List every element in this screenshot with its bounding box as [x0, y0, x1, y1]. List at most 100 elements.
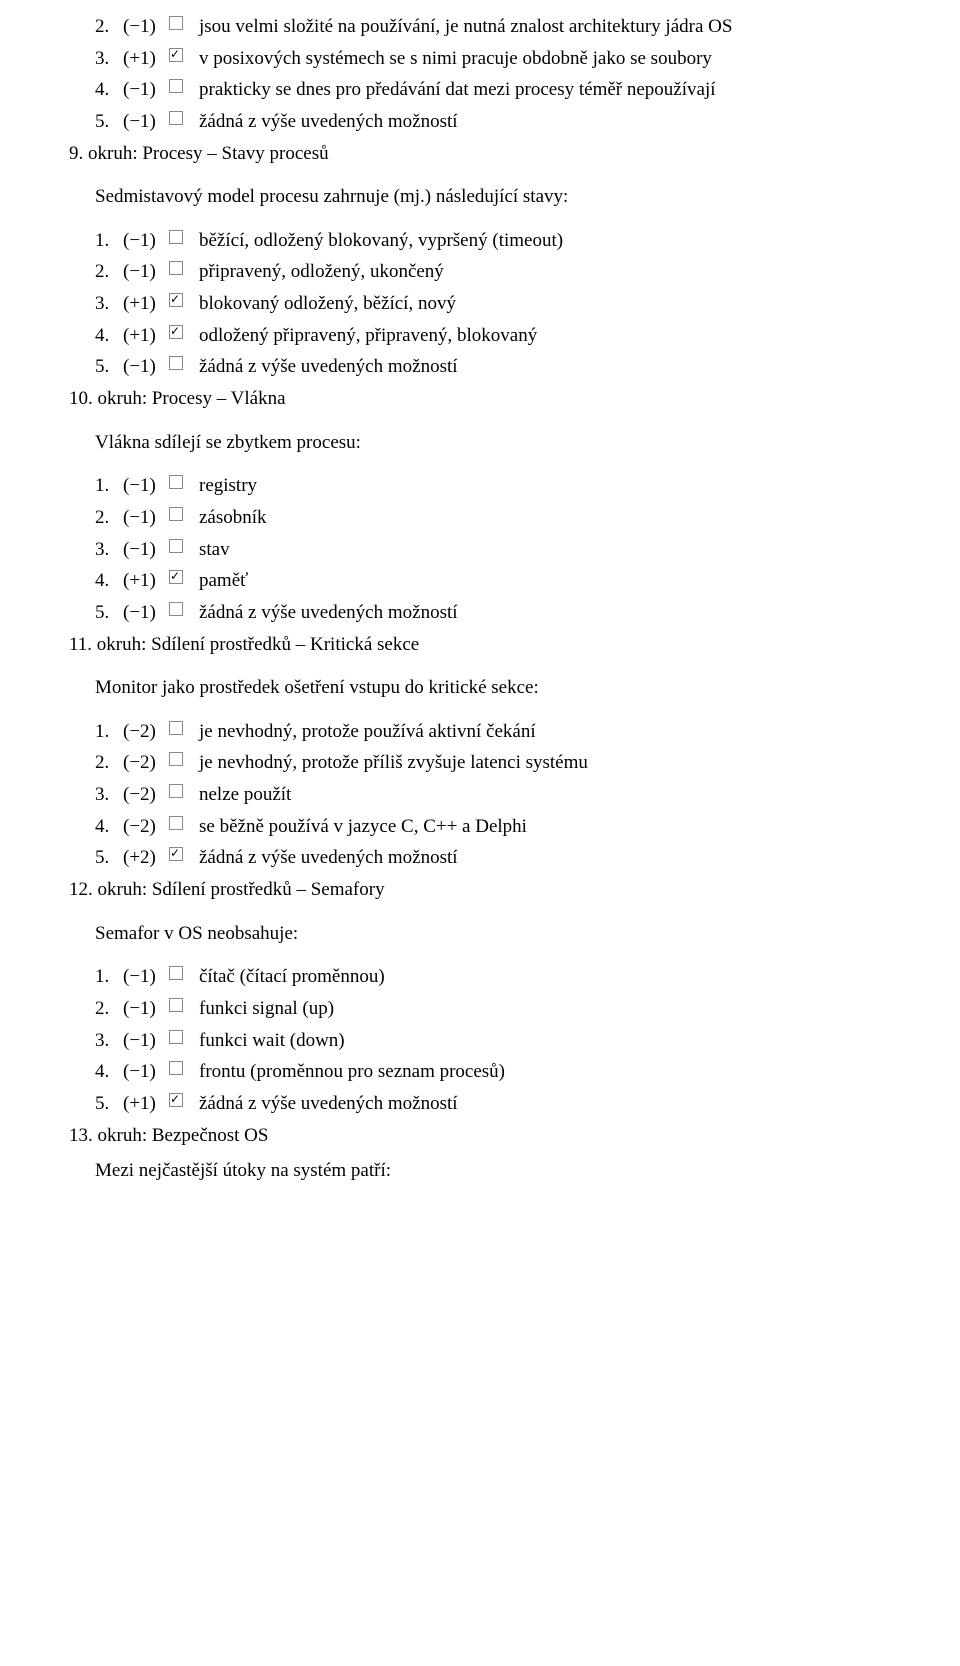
- option-label: žádná z výše uvedených možností: [199, 600, 905, 626]
- option-label: odložený připravený, připravený, blokova…: [199, 323, 905, 349]
- option-label: žádná z výše uvedených možností: [199, 109, 905, 135]
- option-checkbox[interactable]: [169, 602, 183, 616]
- option-score: (−1): [123, 1059, 169, 1085]
- option-number: 3.: [95, 291, 123, 317]
- answer-option: 3.(+1) blokovaný odložený, běžící, nový: [95, 291, 905, 317]
- checkbox-wrapper: [169, 598, 199, 624]
- option-checkbox[interactable]: [169, 16, 183, 30]
- answer-option: 2.(−1)zásobník: [95, 505, 905, 531]
- option-checkbox[interactable]: [169, 816, 183, 830]
- q8-options: 2.(−1)jsou velmi složité na používání, j…: [55, 14, 905, 135]
- option-number: 5.: [95, 600, 123, 626]
- option-score: (−2): [123, 782, 169, 808]
- checkbox-wrapper: [169, 44, 199, 70]
- checkbox-wrapper: [169, 352, 199, 378]
- option-checkbox[interactable]: [169, 261, 183, 275]
- answer-option: 5.(+1)žádná z výše uvedených možností: [95, 1091, 905, 1117]
- option-checkbox[interactable]: [169, 539, 183, 553]
- option-checkbox[interactable]: [169, 784, 183, 798]
- answer-option: 1.(−1)čítač (čítací proměnnou): [95, 964, 905, 990]
- option-label: čítač (čítací proměnnou): [199, 964, 905, 990]
- option-checkbox[interactable]: [169, 847, 183, 861]
- checkbox-wrapper: [169, 717, 199, 743]
- q10-stem: Vlákna sdílejí se zbytkem procesu:: [95, 430, 905, 456]
- option-score: (−1): [123, 537, 169, 563]
- option-number: 2.: [95, 14, 123, 40]
- option-score: (+2): [123, 845, 169, 871]
- option-label: jsou velmi složité na používání, je nutn…: [199, 14, 905, 40]
- option-score: (+1): [123, 46, 169, 72]
- document-page: 2.(−1)jsou velmi složité na používání, j…: [0, 0, 960, 1232]
- answer-option: 4.(−2)se běžně používá v jazyce C, C++ a…: [95, 814, 905, 840]
- option-checkbox[interactable]: [169, 1030, 183, 1044]
- option-label: nelze použít: [199, 782, 905, 808]
- checkbox-wrapper: [169, 566, 199, 592]
- option-score: (−1): [123, 505, 169, 531]
- option-label: prakticky se dnes pro předávání dat mezi…: [199, 77, 905, 103]
- q12-options: 1.(−1)čítač (čítací proměnnou)2.(−1)funk…: [55, 964, 905, 1116]
- checkbox-wrapper: [169, 812, 199, 838]
- option-number: 4.: [95, 568, 123, 594]
- option-label: zásobník: [199, 505, 905, 531]
- option-number: 3.: [95, 1028, 123, 1054]
- option-label: připravený, odložený, ukončený: [199, 259, 905, 285]
- answer-option: 2.(−1)připravený, odložený, ukončený: [95, 259, 905, 285]
- option-score: (+1): [123, 291, 169, 317]
- q9-options: 1.(−1)běžící, odložený blokovaný, vyprše…: [55, 228, 905, 380]
- option-checkbox[interactable]: [169, 293, 183, 307]
- option-score: (+1): [123, 323, 169, 349]
- checkbox-wrapper: [169, 503, 199, 529]
- answer-option: 2.(−1) jsou velmi složité na používání, j…: [95, 14, 905, 40]
- option-number: 5.: [95, 109, 123, 135]
- q9-stem: Sedmistavový model procesu zahrnuje (mj.…: [95, 184, 905, 210]
- option-checkbox[interactable]: [169, 475, 183, 489]
- option-checkbox[interactable]: [169, 230, 183, 244]
- q11-stem: Monitor jako prostředek ošetření vstupu …: [95, 675, 905, 701]
- option-checkbox[interactable]: [169, 752, 183, 766]
- option-label: blokovaný odložený, běžící, nový: [199, 291, 905, 317]
- q9-heading: 9. okruh: Procesy – Stavy procesů: [69, 141, 905, 167]
- checkbox-wrapper: [169, 1026, 199, 1052]
- q12-heading: 12. okruh: Sdílení prostředků – Semafory: [69, 877, 905, 903]
- option-checkbox[interactable]: [169, 570, 183, 584]
- option-checkbox[interactable]: [169, 507, 183, 521]
- option-checkbox[interactable]: [169, 325, 183, 339]
- option-checkbox[interactable]: [169, 1061, 183, 1075]
- option-number: 5.: [95, 1091, 123, 1117]
- option-label: je nevhodný, protože používá aktivní ček…: [199, 719, 905, 745]
- option-checkbox[interactable]: [169, 356, 183, 370]
- answer-option: 5.(−1)žádná z výše uvedených možností: [95, 354, 905, 380]
- option-number: 3.: [95, 782, 123, 808]
- checkbox-wrapper: [169, 321, 199, 347]
- option-checkbox[interactable]: [169, 1093, 183, 1107]
- checkbox-wrapper: [169, 843, 199, 869]
- option-checkbox[interactable]: [169, 111, 183, 125]
- checkbox-wrapper: [169, 471, 199, 497]
- option-score: (−1): [123, 1028, 169, 1054]
- option-score: (−1): [123, 228, 169, 254]
- option-label: žádná z výše uvedených možností: [199, 354, 905, 380]
- answer-option: 2.(−2)je nevhodný, protože příliš zvyšuj…: [95, 750, 905, 776]
- answer-option: 5.(+2)žádná z výše uvedených možností: [95, 845, 905, 871]
- option-score: (−1): [123, 964, 169, 990]
- option-label: funkci signal (up): [199, 996, 905, 1022]
- answer-option: 4.(−1)prakticky se dnes pro předávání da…: [95, 77, 905, 103]
- option-label: registry: [199, 473, 905, 499]
- option-number: 2.: [95, 259, 123, 285]
- q10-heading: 10. okruh: Procesy – Vlákna: [69, 386, 905, 412]
- checkbox-wrapper: [169, 107, 199, 133]
- option-checkbox[interactable]: [169, 966, 183, 980]
- answer-option: 5.(−1)žádná z výše uvedených možností: [95, 600, 905, 626]
- option-checkbox[interactable]: [169, 79, 183, 93]
- option-checkbox[interactable]: [169, 721, 183, 735]
- answer-option: 1.(−1)běžící, odložený blokovaný, vyprše…: [95, 228, 905, 254]
- option-score: (−1): [123, 14, 169, 40]
- option-score: (−2): [123, 719, 169, 745]
- option-checkbox[interactable]: [169, 48, 183, 62]
- option-score: (−1): [123, 77, 169, 103]
- option-number: 3.: [95, 46, 123, 72]
- option-label: žádná z výše uvedených možností: [199, 1091, 905, 1117]
- option-checkbox[interactable]: [169, 998, 183, 1012]
- checkbox-wrapper: [169, 748, 199, 774]
- q10-options: 1.(−1)registry2.(−1)zásobník3.(−1)stav4.…: [55, 473, 905, 625]
